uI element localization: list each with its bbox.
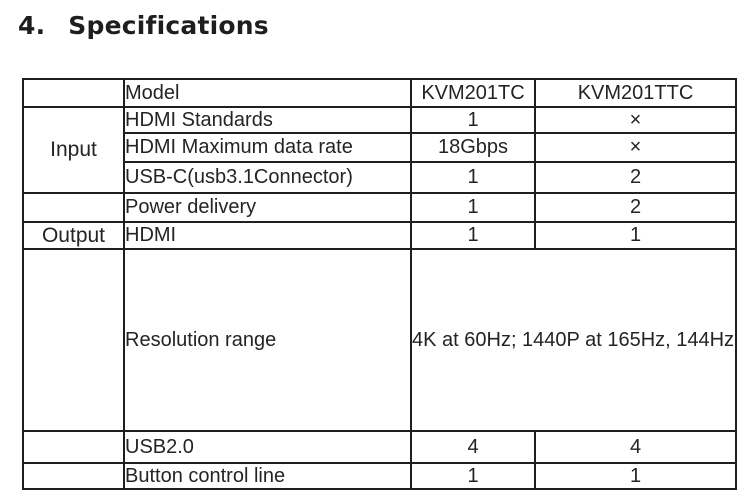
- row-label: Resolution range: [123, 248, 412, 432]
- table-row-hdmi-max-data-rate: HDMI Maximum data rate 18Gbps ×: [23, 132, 737, 163]
- section-title: Specifications: [68, 11, 269, 40]
- row-label: HDMI Maximum data rate: [123, 132, 412, 163]
- header-model-cell: Model: [123, 78, 412, 108]
- value-kvm201ttc: 1: [534, 221, 737, 250]
- value-kvm201tc: 1: [410, 106, 536, 134]
- row-label: HDMI: [123, 221, 412, 250]
- value-kvm201ttc: 1: [534, 462, 737, 490]
- table-row-button-control-line: Button control line 1 1: [22, 462, 737, 490]
- value-kvm201ttc: ×: [534, 106, 737, 134]
- table-row-power-delivery: Power delivery 1 2: [22, 192, 737, 223]
- category-cell-empty: [22, 462, 125, 490]
- table-row-usb-c: USB-C(usb3.1Connector) 1 2: [23, 161, 737, 194]
- value-kvm201tc: 1: [410, 161, 536, 194]
- section-heading: 4. Specifications: [18, 11, 269, 40]
- table-row-hdmi-standards: Input HDMI Standards 1 ×: [22, 106, 737, 194]
- table-row-resolution-range: Resolution range 4K at 60Hz; 1440P at 16…: [22, 248, 737, 432]
- row-label: USB-C(usb3.1Connector): [123, 161, 412, 194]
- table-row-output-hdmi: Output HDMI 1 1: [22, 221, 737, 250]
- category-cell-empty: [22, 192, 125, 223]
- header-category-cell: [22, 78, 125, 108]
- value-kvm201tc: 18Gbps: [410, 132, 536, 163]
- table-row-usb2: USB2.0 4 4: [22, 430, 737, 464]
- value-kvm201tc: 1: [410, 192, 536, 223]
- section-number: 4.: [18, 11, 46, 40]
- specifications-table: Model KVM201TC KVM201TTC Input HDMI Stan…: [22, 78, 737, 490]
- category-cell-input: Input: [22, 106, 125, 194]
- row-label: Button control line: [123, 462, 412, 490]
- row-label: Power delivery: [123, 192, 412, 223]
- header-kvm201ttc-cell: KVM201TTC: [534, 78, 737, 108]
- category-cell-output: Output: [22, 221, 125, 250]
- resolution-range-value: 4K at 60Hz; 1440P at 165Hz, 144Hz, 120Hz…: [410, 248, 737, 432]
- value-kvm201tc: 1: [410, 462, 536, 490]
- category-cell-empty: [22, 430, 125, 464]
- value-kvm201ttc: 2: [534, 192, 737, 223]
- value-kvm201tc: 4: [410, 430, 536, 464]
- value-kvm201ttc: 4: [534, 430, 737, 464]
- value-kvm201ttc: ×: [534, 132, 737, 163]
- row-label: HDMI Standards: [123, 106, 412, 134]
- value-kvm201tc: 1: [410, 221, 536, 250]
- row-label: USB2.0: [123, 430, 412, 464]
- category-cell-empty: [22, 248, 125, 432]
- value-kvm201ttc: 2: [534, 161, 737, 194]
- table-header-row: Model KVM201TC KVM201TTC: [22, 78, 737, 108]
- header-kvm201tc-cell: KVM201TC: [410, 78, 536, 108]
